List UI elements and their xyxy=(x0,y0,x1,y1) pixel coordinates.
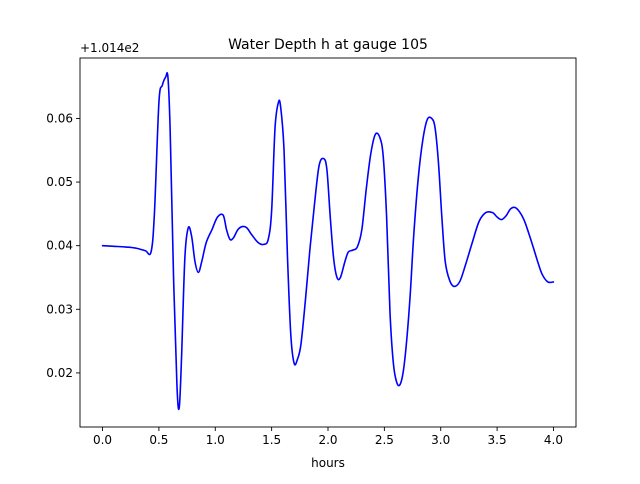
y-tick-label: 0.05 xyxy=(46,175,73,189)
y-tick-label: 0.03 xyxy=(46,302,73,316)
x-tick-label: 3.0 xyxy=(431,433,450,447)
x-tick-label: 0.0 xyxy=(93,433,112,447)
x-tick-label: 3.5 xyxy=(488,433,507,447)
x-tick-label: 2.5 xyxy=(375,433,394,447)
x-tick-label: 4.0 xyxy=(544,433,563,447)
x-axis-label: hours xyxy=(311,456,345,470)
y-tick-label: 0.04 xyxy=(46,239,73,253)
x-tick-label: 2.0 xyxy=(318,433,337,447)
series-line-0 xyxy=(101,71,555,411)
y-offset-label: +1.014e2 xyxy=(80,41,139,55)
y-tick-label: 0.02 xyxy=(46,366,73,380)
chart-title: Water Depth h at gauge 105 xyxy=(228,37,428,53)
x-tick-label: 1.5 xyxy=(262,433,281,447)
x-tick-label: 1.0 xyxy=(206,433,225,447)
y-tick-label: 0.06 xyxy=(46,111,73,125)
x-tick-label: 0.5 xyxy=(149,433,168,447)
